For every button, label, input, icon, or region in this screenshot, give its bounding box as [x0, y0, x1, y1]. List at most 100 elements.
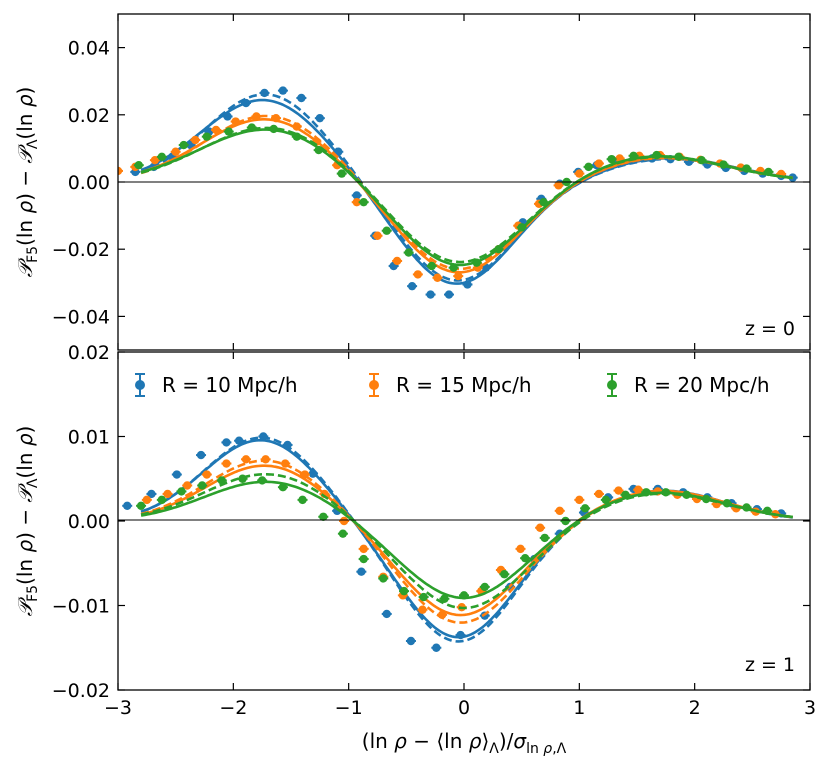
data-point [629, 151, 638, 160]
data-point [196, 450, 206, 460]
data-point [404, 248, 413, 257]
data-point [123, 501, 132, 510]
data-point [652, 150, 661, 160]
data-point [555, 506, 564, 516]
top-ylabel: 𝒫F5(ln ρ) − 𝒫Λ(ln ρ) [13, 87, 41, 278]
data-point [463, 280, 472, 289]
data-point [359, 554, 368, 564]
top-annotation: z = 0 [745, 318, 795, 340]
data-point [339, 516, 349, 526]
y-tick-label: 0.01 [68, 427, 110, 449]
model-curve-dashed [140, 436, 793, 643]
data-point [607, 154, 616, 164]
data-point [594, 159, 604, 168]
data-point [338, 529, 348, 538]
legend: R = 10 Mpc/h R = 15 Mpc/h R = 20 Mpc/h [135, 373, 770, 397]
data-point [702, 494, 711, 504]
data-point [281, 459, 290, 468]
data-point [292, 122, 301, 131]
data-point [334, 147, 343, 156]
data-point [554, 181, 563, 190]
data-point [352, 191, 361, 200]
data-point [494, 245, 503, 254]
y-tick-label: 0.02 [68, 105, 110, 127]
data-point [292, 132, 301, 141]
data-point [594, 489, 604, 499]
y-tick-label: 0.02 [68, 342, 110, 364]
legend-label: R = 20 Mpc/h [634, 373, 770, 397]
data-point [719, 160, 728, 169]
data-point [202, 132, 212, 141]
data-point [252, 112, 261, 121]
data-point [742, 164, 751, 173]
y-tick-label: 0.00 [68, 511, 110, 533]
x-tick-label: 3 [804, 697, 816, 719]
top-ticks: −0.04 −0.02 0.00 0.02 0.04 [52, 14, 811, 350]
data-point [426, 290, 435, 299]
top-panel-frame [117, 13, 811, 351]
data-point [661, 488, 671, 497]
data-point [517, 223, 526, 232]
data-point [224, 127, 233, 136]
data-point [480, 582, 489, 592]
x-axis-label: (ln ρ − ⟨ln ρ⟩Λ)/σln ρ,Λ [362, 729, 567, 757]
data-point [150, 155, 160, 165]
y-tick-label: −0.01 [52, 596, 110, 618]
data-point [231, 117, 240, 126]
data-point [575, 169, 584, 178]
data-point [540, 533, 549, 543]
top-panel-data [118, 86, 798, 299]
data-point [382, 609, 391, 619]
data-point [297, 93, 306, 103]
bottom-panel: −3 −2 −1 0 1 2 3 −0.02 −0.01 0.00 0.01 0.02 z = 1 𝒫… [13, 342, 816, 719]
data-point [163, 489, 172, 499]
data-point [147, 489, 156, 499]
data-point [171, 147, 180, 156]
data-point [763, 506, 772, 516]
data-point [260, 88, 269, 98]
x-tick-label: 2 [689, 697, 701, 719]
data-point [520, 553, 530, 563]
data-point [456, 630, 465, 640]
legend-marker [369, 380, 379, 390]
data-point [454, 271, 463, 281]
data-point [261, 455, 270, 464]
legend-label: R = 10 Mpc/h [162, 373, 298, 397]
data-point [271, 113, 281, 123]
data-point [379, 574, 388, 583]
x-tick-label: −1 [335, 697, 363, 719]
data-point [157, 495, 167, 505]
data-point [172, 470, 182, 479]
data-point [472, 258, 481, 267]
data-point [259, 432, 268, 441]
data-point [283, 440, 292, 450]
bottom-ticks: −3 −2 −1 0 1 2 3 −0.02 −0.01 0.00 0.01 0.02 [52, 342, 816, 719]
model-curve-dashed [140, 473, 793, 610]
x-tick-label: 0 [458, 697, 470, 719]
data-point [278, 483, 288, 492]
data-point [399, 586, 409, 596]
model-curve-dashed [140, 126, 793, 264]
data-point [682, 490, 691, 500]
data-point [238, 474, 247, 483]
data-point [584, 162, 593, 172]
data-point [413, 270, 423, 279]
data-point [407, 281, 417, 291]
data-point [314, 145, 323, 155]
x-tick-label: 1 [573, 697, 585, 719]
data-point [217, 476, 226, 485]
data-point [315, 113, 325, 123]
bottom-annotation: z = 1 [745, 654, 795, 676]
data-point [211, 125, 221, 135]
data-point [359, 544, 368, 554]
model-curve-solid [140, 128, 793, 267]
data-point [437, 610, 447, 619]
data-point [298, 495, 307, 505]
data-point [561, 516, 570, 526]
data-point [621, 490, 630, 500]
top-panel: −0.04 −0.02 0.00 0.02 0.04 z = 0 𝒫F5(ln ρ) −… [13, 13, 811, 351]
data-point [392, 256, 402, 266]
data-point [614, 486, 623, 495]
data-point [642, 488, 651, 497]
